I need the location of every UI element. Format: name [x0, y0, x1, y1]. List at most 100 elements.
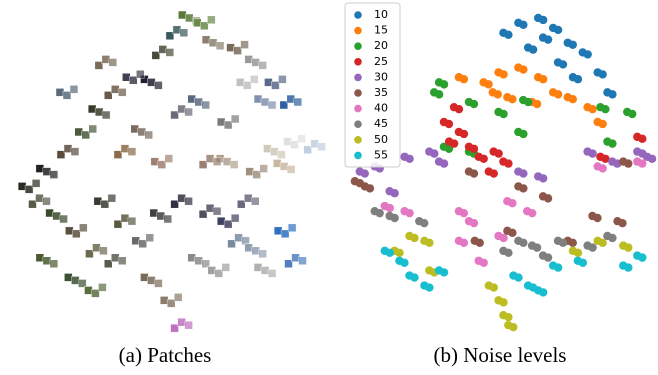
point — [638, 159, 647, 168]
point — [385, 203, 394, 213]
point — [598, 238, 607, 248]
point — [410, 273, 419, 282]
point — [499, 298, 508, 307]
point — [390, 189, 399, 198]
point — [390, 213, 399, 223]
patch — [184, 107, 193, 117]
point — [504, 159, 513, 168]
point — [493, 90, 502, 99]
patch — [229, 160, 239, 169]
legend-marker — [354, 89, 362, 97]
patch — [223, 219, 233, 229]
patch — [233, 46, 242, 55]
patch — [164, 154, 174, 163]
point — [618, 218, 627, 228]
point — [459, 129, 469, 139]
patch — [101, 110, 111, 120]
patch — [138, 239, 147, 249]
legend-marker — [354, 120, 362, 128]
point — [479, 258, 488, 267]
point — [444, 144, 454, 153]
patch — [250, 75, 259, 84]
point — [593, 213, 602, 223]
patch — [49, 259, 59, 269]
patch — [154, 81, 163, 90]
patch — [165, 31, 175, 41]
patch — [28, 199, 37, 209]
point — [514, 273, 523, 282]
legend-label: 20 — [374, 39, 388, 52]
point — [459, 238, 469, 248]
point — [420, 218, 429, 228]
patch — [145, 233, 154, 243]
point — [439, 159, 449, 168]
patch — [31, 179, 41, 188]
patch — [103, 259, 113, 269]
patch — [78, 279, 87, 288]
patch — [170, 323, 179, 333]
patch — [279, 100, 289, 110]
patch — [179, 28, 189, 38]
patch — [62, 91, 72, 100]
point — [504, 248, 513, 257]
point — [459, 75, 469, 84]
patch — [170, 110, 179, 120]
patch — [201, 100, 210, 110]
point — [499, 109, 508, 119]
patch — [144, 130, 153, 140]
point — [538, 15, 548, 25]
legend-label: 25 — [374, 55, 388, 68]
point — [469, 169, 479, 178]
patch — [107, 193, 117, 203]
point — [499, 233, 508, 243]
patch — [113, 150, 123, 159]
patch — [267, 269, 277, 278]
point — [624, 159, 633, 168]
patch — [108, 58, 118, 67]
patch — [259, 164, 268, 173]
patch — [252, 170, 261, 179]
point — [360, 169, 369, 178]
point — [454, 104, 464, 114]
patch — [85, 249, 94, 259]
point — [638, 253, 647, 262]
patch — [227, 239, 236, 249]
legend-marker — [354, 58, 362, 66]
patch — [297, 134, 306, 143]
patch — [117, 88, 127, 97]
legend-marker — [354, 151, 362, 160]
legend-label: 55 — [374, 148, 388, 161]
patch — [103, 91, 113, 100]
patch — [271, 81, 280, 90]
point — [475, 238, 484, 248]
point — [484, 80, 493, 89]
patch — [157, 160, 167, 169]
point — [638, 134, 647, 143]
point — [583, 50, 592, 59]
patch — [212, 157, 222, 166]
point — [578, 258, 588, 267]
point — [568, 238, 577, 248]
legend-label: 15 — [374, 24, 388, 37]
point — [573, 75, 583, 84]
legend-label: 40 — [374, 102, 388, 115]
point — [598, 70, 607, 79]
patch — [284, 259, 293, 269]
point — [524, 97, 533, 107]
point — [588, 149, 597, 158]
point — [538, 174, 548, 183]
point — [553, 25, 563, 35]
point — [499, 70, 508, 79]
patch — [198, 160, 208, 169]
patch — [59, 214, 68, 224]
point — [425, 283, 434, 292]
patch — [237, 199, 246, 209]
point — [469, 144, 479, 153]
patch — [184, 196, 193, 206]
patch — [287, 223, 297, 233]
patch — [221, 263, 231, 272]
point — [624, 243, 633, 252]
point — [439, 80, 449, 89]
patch — [69, 85, 79, 94]
